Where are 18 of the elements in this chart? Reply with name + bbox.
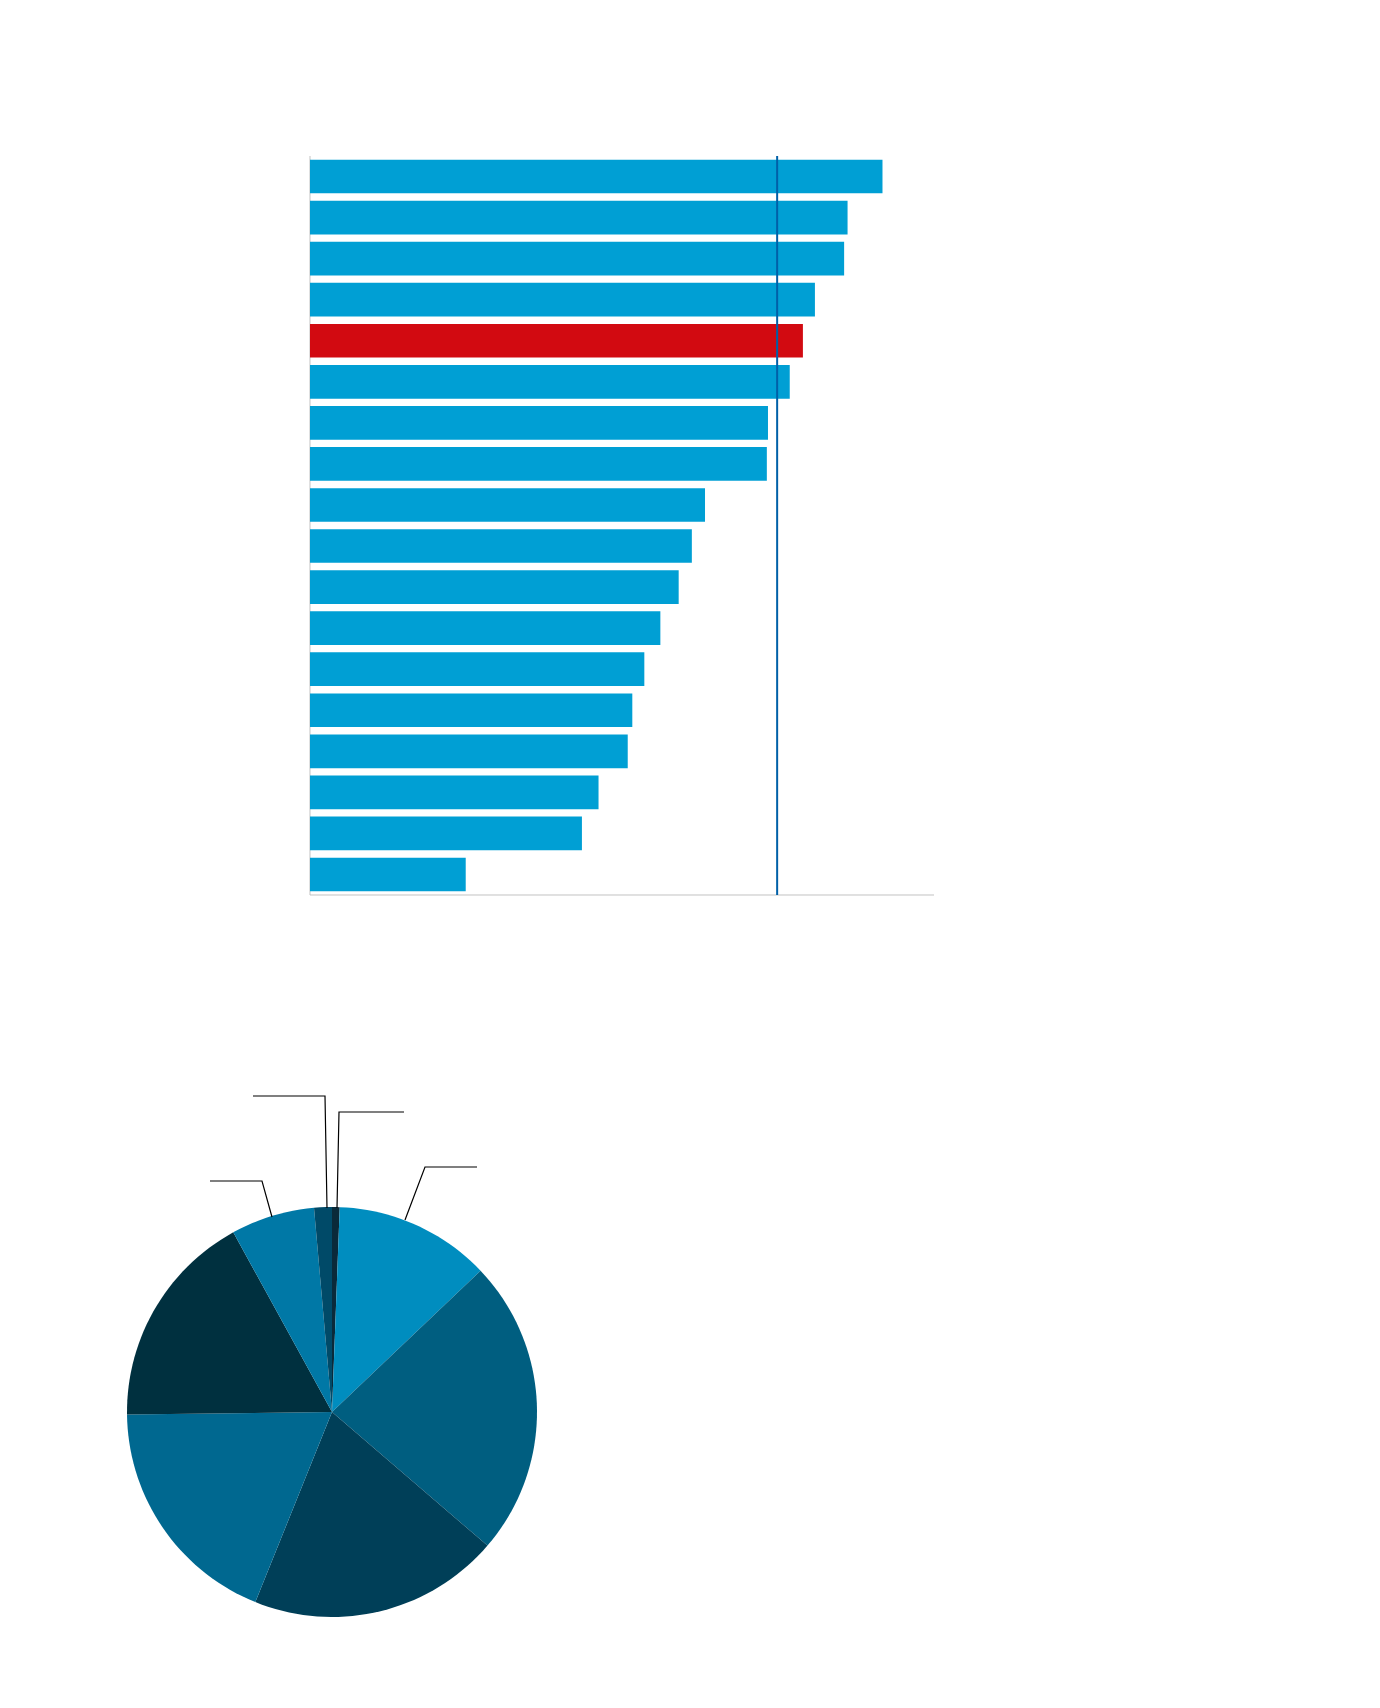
bar (310, 816, 582, 851)
bar (310, 775, 599, 810)
bar (310, 159, 883, 194)
bar (310, 241, 845, 276)
bar (310, 693, 633, 728)
bar (310, 611, 661, 645)
bar (310, 652, 645, 687)
bar (310, 200, 848, 235)
bar (310, 282, 815, 317)
bar (310, 406, 768, 440)
bar (310, 364, 790, 399)
bar (310, 488, 706, 522)
bar (310, 447, 767, 481)
bar (310, 570, 679, 604)
bar (310, 529, 692, 563)
bar (310, 857, 466, 892)
bar (310, 734, 628, 769)
bar (310, 323, 803, 358)
